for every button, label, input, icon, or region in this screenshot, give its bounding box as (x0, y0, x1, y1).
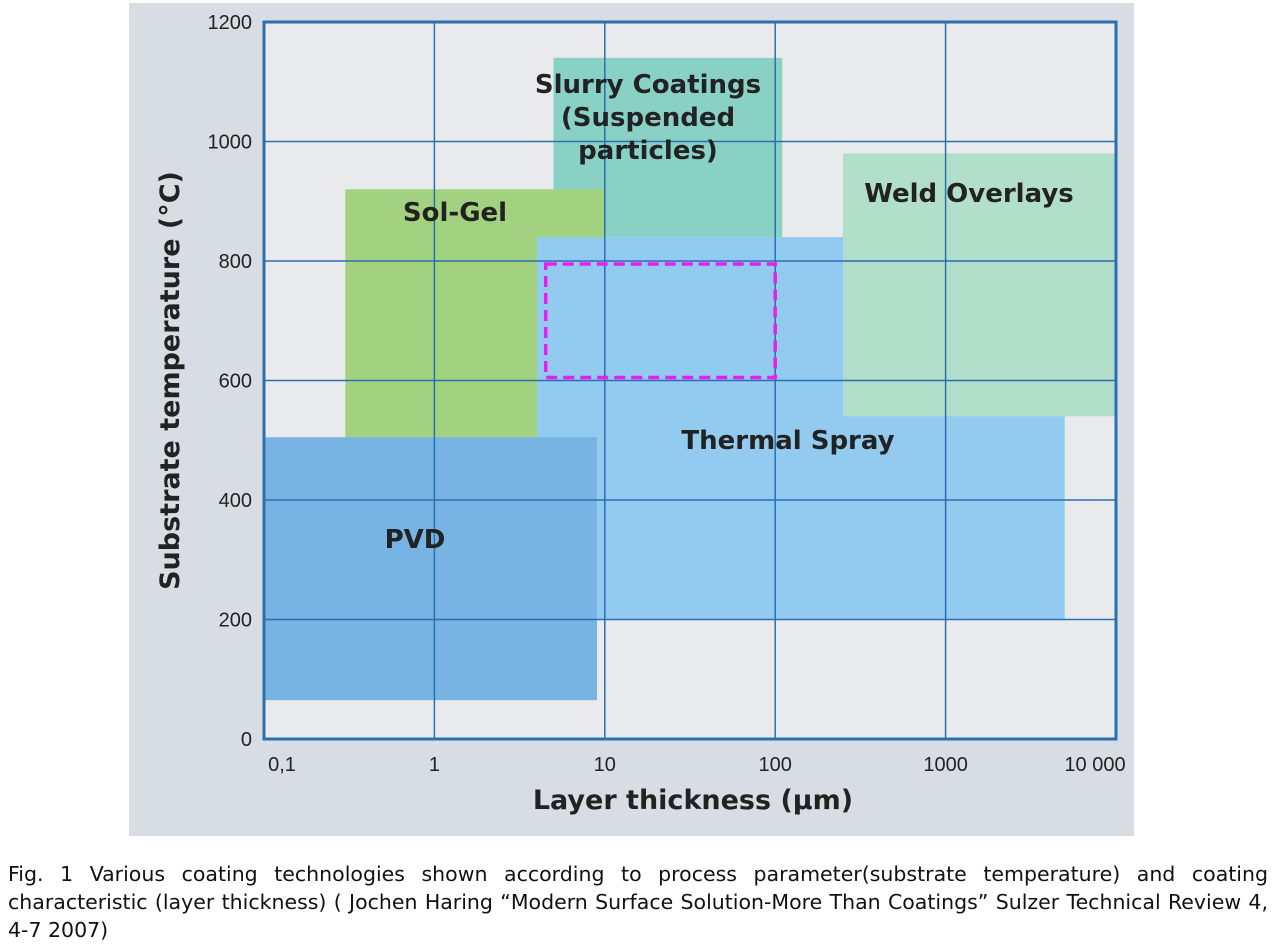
x-tick-label: 10 000 (1064, 754, 1125, 776)
y-tick-label: 400 (219, 490, 252, 512)
y-tick-label: 600 (219, 371, 252, 393)
grid-layer (264, 22, 1116, 739)
x-axis-title: Layer thickness (µm) (533, 785, 853, 816)
x-tick-label: 1 (429, 754, 440, 776)
region-label-weld-overlays: Weld Overlays (864, 179, 1074, 209)
region-label-slurry-coatings: Slurry Coatings (Suspended particles) (535, 70, 761, 166)
y-axis-title: Substrate temperature (°C) (155, 171, 186, 590)
region-weld-overlays (843, 153, 1116, 417)
highlight-box (543, 262, 777, 380)
figure-caption: Fig. 1 Various coating technologies show… (8, 862, 1268, 942)
y-tick-label: 1200 (208, 12, 253, 34)
x-tick-label: 10 (594, 754, 616, 776)
coating-technology-chart: Slurry Coatings (Suspended particles) Sol-G… (155, 12, 1126, 816)
x-tick-label: 100 (759, 754, 792, 776)
figure-panel: Slurry Coatings (Suspended particles) Sol-G… (129, 3, 1134, 836)
y-tick-label: 1000 (208, 132, 253, 154)
tick-labels-layer: 0,1 1 10 100 1000 10 000 0 200 400 600 800 1000 1200 (208, 12, 1126, 776)
region-label-thermal-spray: Thermal Spray (681, 426, 894, 456)
x-tick-label: 1000 (923, 754, 968, 776)
region-labels-layer: Slurry Coatings (Suspended particles) Sol-G… (385, 70, 1074, 555)
x-tick-label: 0,1 (268, 754, 296, 776)
highlight-layer (543, 262, 777, 380)
regions-layer (264, 57, 1116, 701)
y-tick-label: 800 (219, 251, 252, 273)
region-pvd (264, 437, 598, 701)
region-label-pvd: PVD (385, 525, 446, 555)
y-tick-label: 0 (241, 729, 252, 751)
region-label-sol-gel: Sol-Gel (403, 198, 507, 228)
y-tick-label: 200 (219, 610, 252, 632)
plot-frame (262, 20, 1118, 741)
